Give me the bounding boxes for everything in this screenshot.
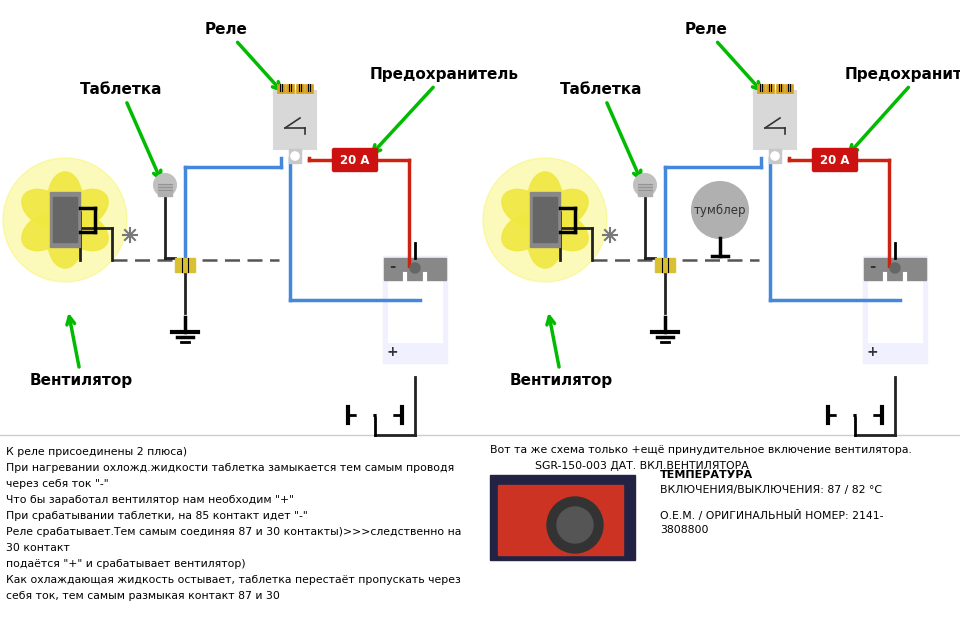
Bar [388,277,442,342]
Bar [766,106,784,118]
Text: Что бы заработал вентилятор нам необходим "+": Что бы заработал вентилятор нам необходи… [6,495,294,505]
Circle shape [410,263,420,273]
Text: К реле присоединены 2 плюса): К реле присоединены 2 плюса) [6,447,187,457]
Text: Реле: Реле [685,23,760,90]
Ellipse shape [540,190,588,229]
Text: 30 контакт: 30 контакт [6,543,70,553]
Bar [766,84,774,93]
Bar [757,84,765,93]
Bar [769,149,781,163]
Bar [53,197,77,242]
Text: 20 A: 20 A [340,154,370,166]
Bar [638,184,652,196]
Circle shape [692,182,748,238]
Text: -: - [389,258,396,273]
Bar [785,84,793,93]
Text: Реле: Реле [205,23,280,90]
Text: подаётся "+" и срабатывает вентилятор): подаётся "+" и срабатывает вентилятор) [6,559,246,569]
Circle shape [890,263,900,273]
Ellipse shape [22,190,71,229]
Ellipse shape [528,172,562,225]
Circle shape [557,507,593,543]
Ellipse shape [502,211,551,251]
FancyBboxPatch shape [864,257,926,362]
Text: Таблетка: Таблетка [80,83,162,179]
Bar [175,258,195,272]
Text: Вентилятор: Вентилятор [510,316,613,387]
Text: При нагревании охложд.жидкости таблетка замыкается тем самым проводя: При нагревании охложд.жидкости таблетка … [6,463,454,473]
Bar [864,258,926,280]
Text: ТЕМПЕРАТУРА: ТЕМПЕРАТУРА [660,470,754,480]
Bar [868,277,922,342]
Bar [490,475,635,560]
Circle shape [154,174,176,196]
Circle shape [547,497,603,553]
Ellipse shape [528,215,562,268]
Bar [289,149,301,163]
Ellipse shape [502,190,551,229]
Text: +: + [386,345,397,359]
Text: Как охлаждающая жидкость остывает, таблетка перестаёт пропускать через: Как охлаждающая жидкость остывает, табле… [6,575,461,585]
Text: Вентилятор: Вентилятор [30,316,133,387]
Bar [286,106,304,118]
Ellipse shape [48,172,82,225]
Bar [754,91,796,149]
Circle shape [291,152,299,160]
Text: себя ток, тем самым размыкая контакт 87 и 30: себя ток, тем самым размыкая контакт 87 … [6,591,280,601]
Bar [158,184,172,196]
Bar [533,197,557,242]
Bar [50,192,80,247]
Text: Предохранитель: Предохранитель [370,67,519,153]
Circle shape [3,158,127,282]
Bar [274,91,316,149]
Circle shape [858,408,872,422]
Text: Предохранитель: Предохранитель [845,67,960,153]
Text: 3808800: 3808800 [660,525,708,535]
Bar [277,84,285,93]
Text: Реле срабатывает.Тем самым соединяя 87 и 30 контакты)>>>следственно на: Реле срабатывает.Тем самым соединяя 87 и… [6,527,462,537]
Bar [776,84,784,93]
Text: Таблетка: Таблетка [560,83,642,179]
FancyBboxPatch shape [384,257,446,362]
Bar [655,258,675,272]
Text: -: - [869,258,876,273]
Text: SGR-150-003 ДАТ. ВКЛ.ВЕНТИЛЯТОРА: SGR-150-003 ДАТ. ВКЛ.ВЕНТИЛЯТОРА [535,461,749,471]
Circle shape [483,158,607,282]
Text: О.Е.М. / ОРИГИНАЛЬНЫЙ НОМЕР: 2141-: О.Е.М. / ОРИГИНАЛЬНЫЙ НОМЕР: 2141- [660,510,883,521]
Ellipse shape [22,211,71,251]
Text: ВКЛЮЧЕНИЯ/ВЫКЛЮЧЕНИЯ: 87 / 82 °C: ВКЛЮЧЕНИЯ/ВЫКЛЮЧЕНИЯ: 87 / 82 °C [660,485,882,495]
Circle shape [838,408,852,422]
Ellipse shape [48,215,82,268]
Ellipse shape [540,211,588,251]
Circle shape [634,174,656,196]
Text: Вот та же схема только +ещё принудительное включение вентилятора.: Вот та же схема только +ещё принудительн… [490,445,912,455]
Bar [530,192,560,247]
Bar [286,84,294,93]
Bar [296,84,304,93]
FancyBboxPatch shape [812,149,857,171]
Ellipse shape [60,190,108,229]
Text: через себя ток "-": через себя ток "-" [6,479,108,489]
Bar [305,84,313,93]
Text: 20 A: 20 A [820,154,850,166]
Circle shape [771,152,779,160]
Text: При срабатывании таблетки, на 85 контакт идет "-": При срабатывании таблетки, на 85 контакт… [6,511,308,521]
Text: тумблер: тумблер [694,203,746,217]
Bar [384,258,446,280]
Bar [498,485,623,555]
Circle shape [358,408,372,422]
Text: +: + [866,345,877,359]
Ellipse shape [60,211,108,251]
Circle shape [378,408,392,422]
FancyBboxPatch shape [332,149,377,171]
